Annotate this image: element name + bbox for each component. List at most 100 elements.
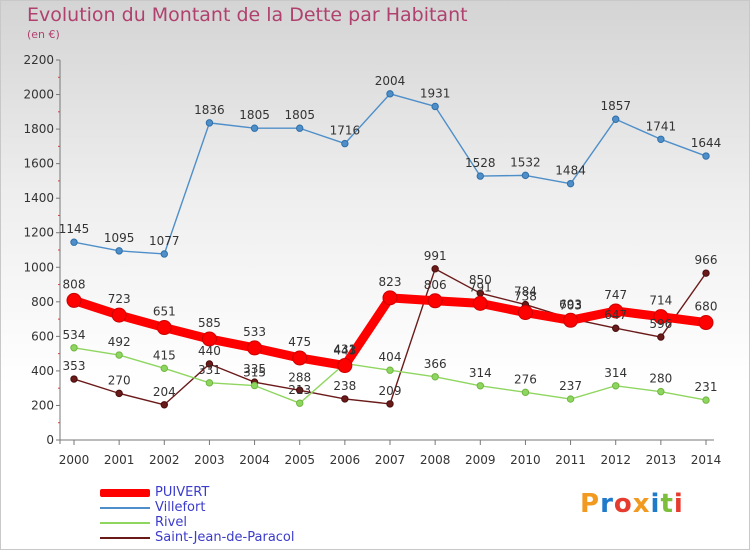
data-point-villefort (115, 247, 123, 255)
data-point-saint-jean-de-paracol (431, 265, 439, 273)
y-tick-label: 600 (31, 329, 54, 343)
data-point-puivert (337, 358, 353, 374)
data-point-rivel (702, 396, 710, 404)
data-label-rivel: 331 (198, 363, 221, 377)
data-label-saint-jean-de-paracol: 353 (63, 359, 86, 373)
data-point-puivert (247, 340, 263, 356)
data-point-villefort (341, 139, 349, 148)
data-label-villefort: 1145 (59, 222, 90, 236)
data-point-puivert (156, 320, 172, 336)
data-point-rivel (205, 379, 214, 387)
data-point-puivert (517, 305, 533, 321)
data-label-villefort: 1836 (194, 103, 225, 117)
y-tick-label: 1200 (23, 226, 54, 240)
y-tick-label: 1000 (23, 260, 54, 274)
x-tick-label: 2004 (239, 453, 270, 467)
data-label-saint-jean-de-paracol: 288 (288, 370, 311, 384)
data-point-villefort (250, 124, 259, 132)
x-tick-label: 2007 (375, 453, 406, 467)
legend-label-rivel: Rivel (155, 515, 187, 530)
legend-label-villefort: Villefort (155, 500, 206, 515)
data-label-saint-jean-de-paracol: 270 (108, 373, 131, 387)
data-label-puivert: 738 (514, 290, 537, 304)
data-label-puivert: 791 (469, 280, 492, 294)
data-label-villefort: 1644 (691, 136, 722, 150)
y-tick-label: 2200 (23, 53, 54, 67)
data-label-saint-jean-de-paracol: 596 (649, 317, 672, 331)
data-label-puivert: 714 (649, 294, 672, 308)
y-tick-label: 1800 (23, 122, 54, 136)
data-point-puivert (653, 309, 669, 325)
y-tick-label: 400 (31, 364, 54, 378)
legend-label-puivert: PUIVERT (155, 485, 210, 500)
data-label-saint-jean-de-paracol: 784 (514, 285, 537, 299)
data-label-saint-jean-de-paracol: 204 (153, 385, 176, 399)
data-label-rivel: 404 (379, 350, 402, 364)
data-label-saint-jean-de-paracol: 647 (604, 308, 627, 322)
data-label-puivert: 475 (288, 335, 311, 349)
data-label-saint-jean-de-paracol: 209 (379, 384, 402, 398)
data-point-rivel (566, 395, 575, 403)
y-tick-label: 2000 (23, 88, 54, 102)
legend-swatch-puivert (100, 489, 150, 497)
data-point-villefort (296, 124, 304, 132)
data-label-saint-jean-de-paracol: 966 (695, 253, 718, 267)
data-label-saint-jean-de-paracol: 850 (469, 273, 492, 287)
x-tick-label: 2012 (600, 453, 631, 467)
proxiti-logo: Proxiti (580, 489, 684, 519)
data-label-rivel: 315 (243, 366, 266, 380)
data-point-rivel (431, 373, 439, 381)
data-point-rivel (386, 366, 394, 374)
data-label-puivert: 723 (108, 292, 131, 306)
x-tick-label: 2005 (284, 453, 315, 467)
data-label-rivel: 366 (424, 357, 447, 371)
data-point-saint-jean-de-paracol (386, 400, 394, 408)
data-label-villefort: 1805 (239, 108, 270, 122)
data-point-saint-jean-de-paracol (657, 333, 665, 341)
data-label-villefort: 1484 (555, 164, 586, 178)
data-label-villefort: 1532 (510, 155, 541, 169)
data-label-puivert: 808 (63, 277, 86, 291)
data-point-rivel (160, 364, 168, 373)
data-point-rivel (296, 399, 304, 407)
legend-swatch-villefort (100, 507, 150, 509)
data-point-rivel (521, 388, 530, 397)
data-label-rivel: 280 (649, 372, 672, 386)
x-tick-label: 2010 (510, 453, 541, 467)
data-label-saint-jean-de-paracol: 703 (559, 299, 582, 313)
data-point-puivert (472, 295, 488, 311)
data-point-puivert (292, 350, 308, 366)
data-label-saint-jean-de-paracol: 991 (424, 249, 447, 263)
data-point-saint-jean-de-paracol (205, 360, 214, 368)
data-label-puivert: 585 (198, 316, 221, 330)
chart-subtitle: (en €) (27, 28, 60, 41)
data-point-puivert (427, 293, 443, 309)
data-point-rivel (612, 382, 620, 390)
x-tick-label: 2011 (555, 453, 586, 467)
x-tick-label: 2006 (330, 453, 361, 467)
data-point-rivel (657, 387, 665, 396)
x-tick-label: 2014 (691, 453, 722, 467)
data-point-puivert (698, 315, 714, 331)
data-point-rivel (250, 381, 259, 390)
data-label-puivert: 806 (424, 278, 447, 292)
data-point-villefort (476, 172, 484, 180)
data-point-rivel (115, 351, 123, 359)
x-tick-label: 2003 (194, 453, 225, 467)
data-label-villefort: 2004 (375, 74, 406, 88)
data-point-rivel (70, 344, 78, 352)
data-point-puivert (563, 312, 579, 328)
data-point-villefort (521, 171, 530, 180)
data-label-rivel: 314 (604, 366, 627, 380)
x-tick-label: 2009 (465, 453, 496, 467)
x-tick-label: 2008 (420, 453, 451, 467)
data-point-villefort (612, 115, 620, 123)
data-label-puivert: 747 (604, 288, 627, 302)
x-tick-label: 2013 (646, 453, 677, 467)
data-point-saint-jean-de-paracol (341, 395, 349, 403)
data-label-villefort: 1931 (420, 86, 451, 100)
data-point-saint-jean-de-paracol (702, 269, 710, 277)
data-point-puivert (382, 290, 398, 306)
